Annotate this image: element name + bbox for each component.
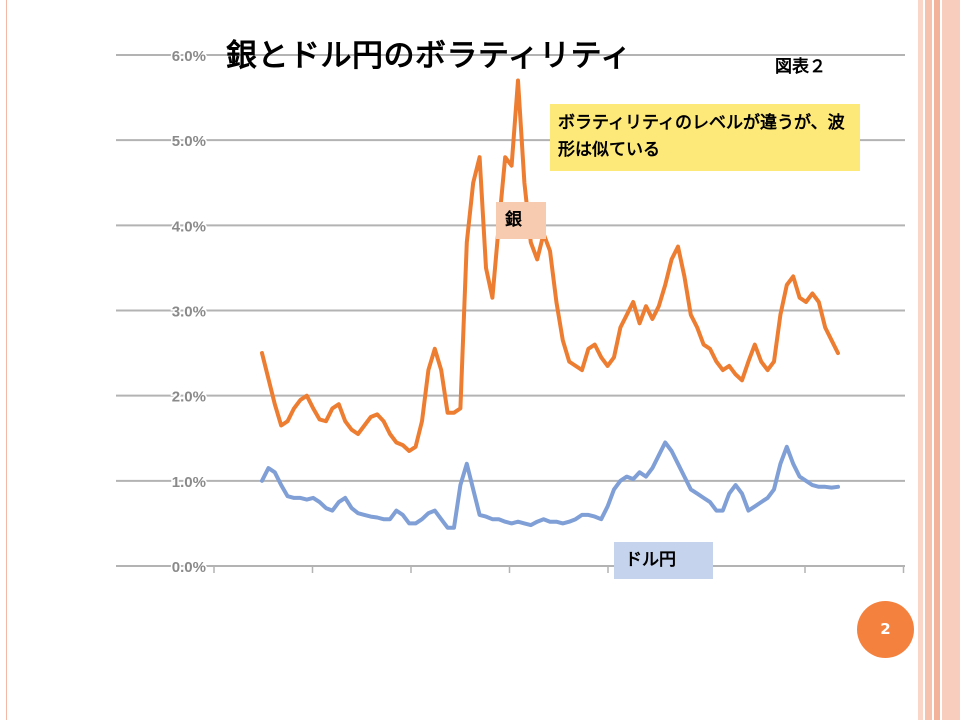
y-tick-label: 1.0% bbox=[172, 474, 206, 491]
y-tick-label: 4.0% bbox=[172, 218, 206, 235]
y-tick-label: 2.0% bbox=[172, 389, 206, 406]
annotation-note: ボラティリティのレベルが違うが、波形は似ている bbox=[550, 104, 860, 171]
figure-label: 図表２ bbox=[775, 57, 826, 77]
y-tick-label: 5.0% bbox=[172, 133, 206, 150]
series-label-usdjpy: ドル円 bbox=[614, 542, 713, 579]
series-label-silver: 銀 bbox=[496, 202, 546, 239]
slide-right-stripe bbox=[934, 0, 940, 720]
series-line-usdjpy bbox=[260, 440, 840, 530]
slide-right-stripe bbox=[925, 0, 932, 720]
page-number-badge: 2 bbox=[857, 601, 914, 658]
slide-right-stripe bbox=[918, 0, 923, 720]
y-tick-label: 6.0% bbox=[172, 48, 206, 65]
slide-right-stripe bbox=[942, 0, 960, 720]
y-tick-label: 0.0% bbox=[172, 559, 206, 576]
series-line-silver bbox=[260, 78, 840, 453]
slide-title: 銀とドル円のボラティリティ bbox=[226, 38, 632, 74]
slide-left-border bbox=[0, 0, 7, 720]
y-tick-label: 3.0% bbox=[172, 304, 206, 321]
